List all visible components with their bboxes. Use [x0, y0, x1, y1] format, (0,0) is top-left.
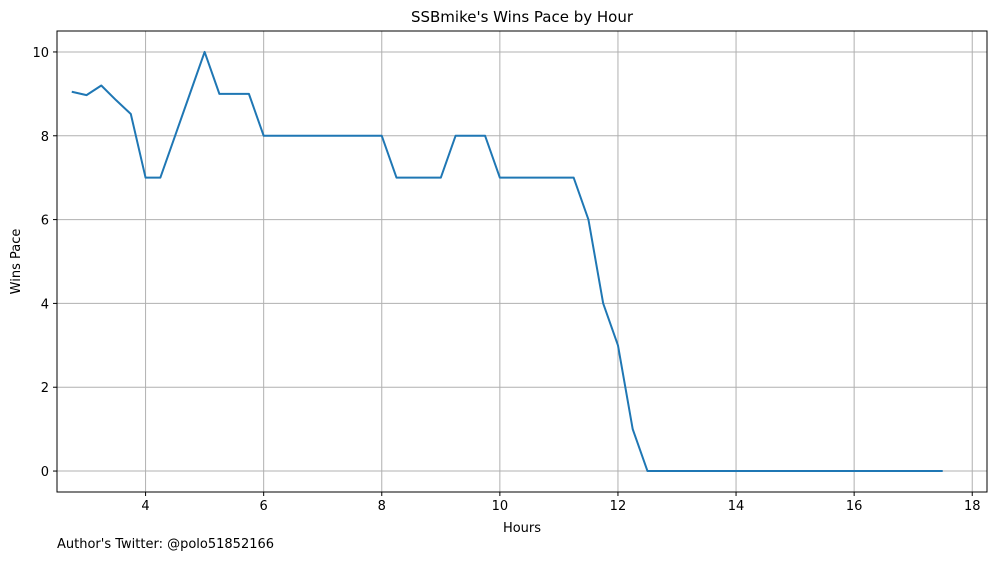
y-tick-label: 8	[41, 130, 49, 145]
data-point	[394, 175, 399, 180]
data-point	[734, 469, 739, 474]
y-tick-label: 2	[41, 381, 49, 396]
x-tick-label: 4	[141, 499, 149, 514]
data-point	[675, 469, 680, 474]
data-point	[128, 111, 133, 116]
data-point	[187, 91, 192, 96]
data-point	[940, 469, 945, 474]
plot-area	[56, 30, 988, 493]
author-twitter-note: Author's Twitter: @polo51852166	[57, 537, 275, 552]
data-point	[453, 133, 458, 138]
data-point	[837, 469, 842, 474]
x-tick-label: 14	[728, 499, 745, 514]
data-point	[114, 98, 119, 103]
data-point	[350, 133, 355, 138]
data-point	[379, 133, 384, 138]
x-tick-label: 16	[846, 499, 863, 514]
data-point	[881, 469, 886, 474]
data-point	[615, 343, 620, 348]
data-point	[852, 469, 857, 474]
x-tick-label: 6	[260, 499, 268, 514]
data-point	[305, 133, 310, 138]
y-tick-label: 6	[41, 214, 49, 229]
data-point	[601, 301, 606, 306]
x-tick-label: 10	[492, 499, 509, 514]
data-point	[571, 175, 576, 180]
data-point	[424, 175, 429, 180]
data-point	[719, 469, 724, 474]
data-point	[586, 217, 591, 222]
data-point	[866, 469, 871, 474]
data-point	[793, 469, 798, 474]
data-point	[925, 469, 930, 474]
x-tick-label: 18	[964, 499, 981, 514]
x-tick-label: 12	[610, 499, 627, 514]
x-tick-label: 8	[378, 499, 386, 514]
data-point	[527, 175, 532, 180]
data-point	[320, 133, 325, 138]
data-point	[497, 175, 502, 180]
data-point	[99, 83, 104, 88]
data-point	[173, 133, 178, 138]
data-point	[645, 469, 650, 474]
data-point	[512, 175, 517, 180]
grid	[57, 31, 987, 492]
data-point	[748, 469, 753, 474]
data-point	[763, 469, 768, 474]
data-point	[143, 175, 148, 180]
data-point	[232, 91, 237, 96]
data-point	[822, 469, 827, 474]
data-point	[483, 133, 488, 138]
data-point	[409, 175, 414, 180]
data-point	[807, 469, 812, 474]
data-point	[468, 133, 473, 138]
data-point	[335, 133, 340, 138]
data-point	[158, 175, 163, 180]
data-point	[217, 91, 222, 96]
series-line-0	[71, 50, 943, 473]
data-point	[202, 49, 207, 54]
data-point	[660, 469, 665, 474]
data-point	[778, 469, 783, 474]
data-point	[542, 175, 547, 180]
data-point	[630, 427, 635, 432]
series-layer	[69, 49, 945, 474]
axis-ticks: 4 6 8 10 12 14 16 18 0 2 4 6 8 10	[32, 46, 980, 514]
data-point	[261, 133, 266, 138]
data-point	[276, 133, 281, 138]
data-point	[84, 93, 89, 98]
data-point	[556, 175, 561, 180]
data-point	[689, 469, 694, 474]
data-point	[291, 133, 296, 138]
data-point	[911, 469, 916, 474]
data-point	[896, 469, 901, 474]
data-point	[438, 175, 443, 180]
data-point	[246, 91, 251, 96]
data-point	[365, 133, 370, 138]
x-axis-label: Hours	[503, 521, 541, 536]
y-tick-label: 10	[32, 46, 49, 61]
data-point	[704, 469, 709, 474]
y-tick-label: 4	[41, 297, 49, 312]
chart-title: SSBmike's Wins Pace by Hour	[411, 8, 634, 26]
y-axis-label: Wins Pace	[9, 229, 24, 295]
y-tick-label: 0	[41, 465, 49, 480]
data-point	[69, 89, 74, 94]
